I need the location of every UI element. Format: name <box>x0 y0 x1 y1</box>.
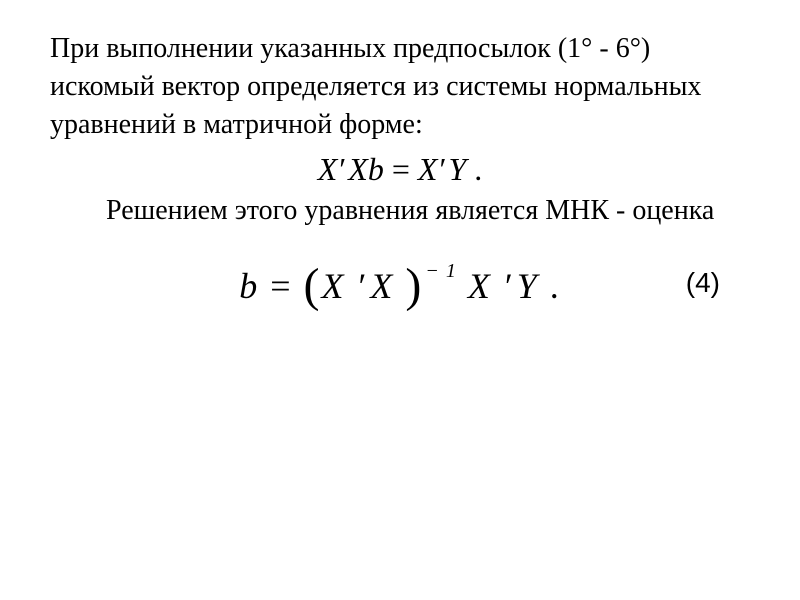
eq2-Y: Y <box>517 266 539 306</box>
eq1-prime2: ′ <box>439 151 446 187</box>
eq2-X2: X <box>370 266 405 306</box>
eq1-Xb: Xb <box>348 151 392 187</box>
solution-paragraph: Решением этого уравнения является МНК - … <box>50 192 750 230</box>
eq2-equals: = <box>259 266 303 306</box>
eq1-prime1: ′ <box>339 151 346 187</box>
eq2-rparen: ) <box>405 259 423 312</box>
normal-equation: X′Xb = X′Y . <box>50 151 750 188</box>
solution-equation: b = (X ′X )− 1 X ′Y . <box>239 255 561 310</box>
eq2-prime1: ′ <box>359 266 369 306</box>
eq2-b: b <box>239 266 259 306</box>
eq2-lparen: ( <box>304 259 322 312</box>
eq1-X1: X <box>318 151 338 187</box>
eq1-period: . <box>466 151 482 187</box>
eq1-Y: Y <box>448 151 466 187</box>
eq2-X1: X <box>322 266 357 306</box>
eq1-equals: = <box>392 151 418 187</box>
eq2-exp: − 1 <box>425 260 457 282</box>
equation-number: (4) <box>686 267 720 299</box>
eq2-prime2: ′ <box>505 266 515 306</box>
solution-equation-row: b = (X ′X )− 1 X ′Y . (4) <box>50 255 750 310</box>
eq1-X3: X <box>418 151 438 187</box>
eq2-period: . <box>539 266 561 306</box>
intro-paragraph: При выполнении указанных предпосылок (1°… <box>50 30 750 143</box>
eq2-X3: X <box>457 266 503 306</box>
